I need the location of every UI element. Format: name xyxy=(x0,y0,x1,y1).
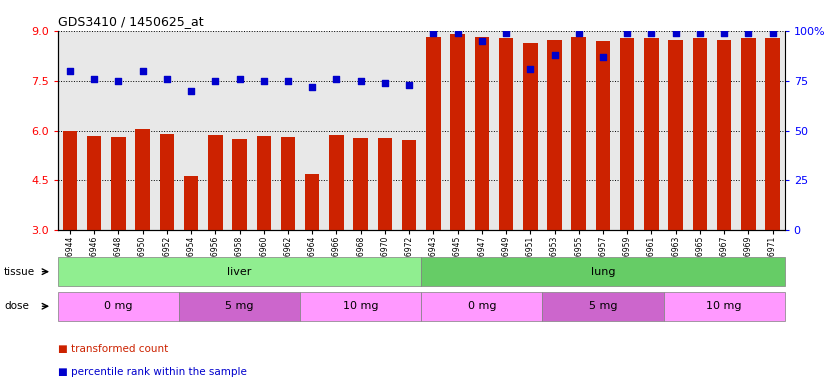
Point xyxy=(669,30,682,36)
Text: liver: liver xyxy=(227,266,252,277)
Bar xyxy=(87,136,102,230)
Bar xyxy=(232,139,247,230)
Bar xyxy=(523,43,538,230)
Point xyxy=(136,68,150,74)
Bar xyxy=(741,38,756,230)
Text: 10 mg: 10 mg xyxy=(343,301,378,311)
Point xyxy=(282,78,295,84)
Point xyxy=(548,51,561,58)
Bar xyxy=(475,37,489,230)
Bar xyxy=(572,37,586,230)
Bar xyxy=(620,38,634,230)
Point xyxy=(596,54,610,60)
Text: 5 mg: 5 mg xyxy=(225,301,254,311)
Point xyxy=(402,81,415,88)
Bar xyxy=(377,138,392,230)
Point xyxy=(257,78,270,84)
Text: GDS3410 / 1450625_at: GDS3410 / 1450625_at xyxy=(58,15,203,28)
Bar xyxy=(159,134,174,230)
Bar xyxy=(499,38,513,230)
Text: 5 mg: 5 mg xyxy=(589,301,617,311)
Text: ■ percentile rank within the sample: ■ percentile rank within the sample xyxy=(58,367,247,377)
Point xyxy=(572,30,586,36)
Text: tissue: tissue xyxy=(4,266,36,277)
Bar xyxy=(305,174,320,230)
Text: lung: lung xyxy=(591,266,615,277)
Bar xyxy=(135,129,150,230)
Bar xyxy=(596,41,610,230)
Text: 10 mg: 10 mg xyxy=(706,301,742,311)
Bar xyxy=(208,134,222,230)
Point xyxy=(620,30,634,36)
Bar xyxy=(548,40,562,230)
Bar xyxy=(112,137,126,230)
Point xyxy=(378,79,392,86)
Text: ■ transformed count: ■ transformed count xyxy=(58,344,168,354)
Bar xyxy=(63,131,77,230)
Point xyxy=(524,66,537,72)
Bar xyxy=(426,37,440,230)
Point xyxy=(64,68,77,74)
Bar xyxy=(644,38,658,230)
Bar xyxy=(668,40,683,230)
Bar xyxy=(766,38,780,230)
Point xyxy=(766,30,779,36)
Point xyxy=(184,88,197,94)
Point xyxy=(742,30,755,36)
Bar xyxy=(281,137,295,230)
Text: 0 mg: 0 mg xyxy=(468,301,496,311)
Point xyxy=(112,78,125,84)
Point xyxy=(233,76,246,82)
Point xyxy=(306,84,319,90)
Point xyxy=(354,78,368,84)
Text: 0 mg: 0 mg xyxy=(104,301,133,311)
Text: dose: dose xyxy=(4,301,29,311)
Point xyxy=(330,76,343,82)
Point xyxy=(500,30,513,36)
Point xyxy=(693,30,706,36)
Point xyxy=(451,30,464,36)
Bar xyxy=(402,140,416,230)
Bar xyxy=(354,138,368,230)
Bar xyxy=(717,40,731,230)
Bar xyxy=(257,136,271,230)
Bar xyxy=(330,135,344,230)
Point xyxy=(427,30,440,36)
Point xyxy=(160,76,173,82)
Point xyxy=(645,30,658,36)
Point xyxy=(475,38,488,44)
Point xyxy=(88,76,101,82)
Bar xyxy=(450,34,465,230)
Bar xyxy=(693,38,707,230)
Point xyxy=(209,78,222,84)
Bar xyxy=(184,177,198,230)
Point xyxy=(718,30,731,36)
